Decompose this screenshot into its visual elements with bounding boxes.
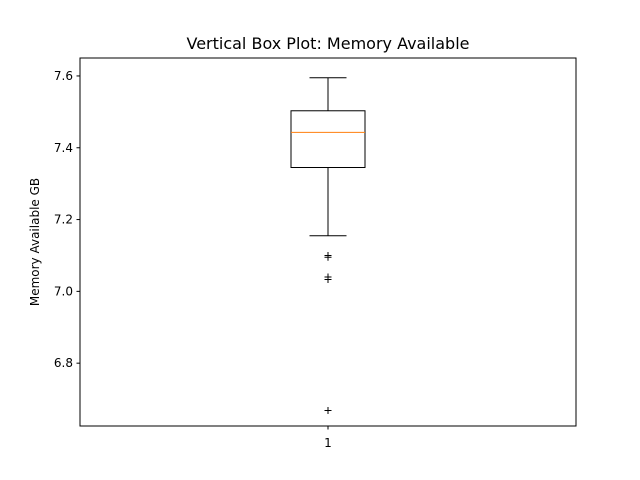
y-tick-label: 7.2: [54, 213, 73, 227]
y-tick-label: 7.4: [54, 141, 73, 155]
plot-area: [290, 77, 366, 415]
axes: 6.8 7.0 7.2 7.4 7.6 1: [54, 69, 332, 450]
chart-title: Vertical Box Plot: Memory Available: [186, 34, 469, 53]
outlier-point: [324, 253, 332, 261]
x-tick-label: 1: [324, 436, 332, 450]
y-axis-label: Memory Available GB: [28, 178, 42, 306]
plot-frame: [79, 57, 577, 427]
y-tick-label: 7.6: [54, 69, 73, 83]
y-tick-label: 6.8: [54, 356, 73, 370]
box-group: [290, 77, 366, 415]
iqr-box: [290, 110, 366, 169]
y-tick-label: 7.0: [54, 284, 73, 298]
outlier-point: [324, 276, 332, 284]
outlier-point: [324, 407, 332, 415]
